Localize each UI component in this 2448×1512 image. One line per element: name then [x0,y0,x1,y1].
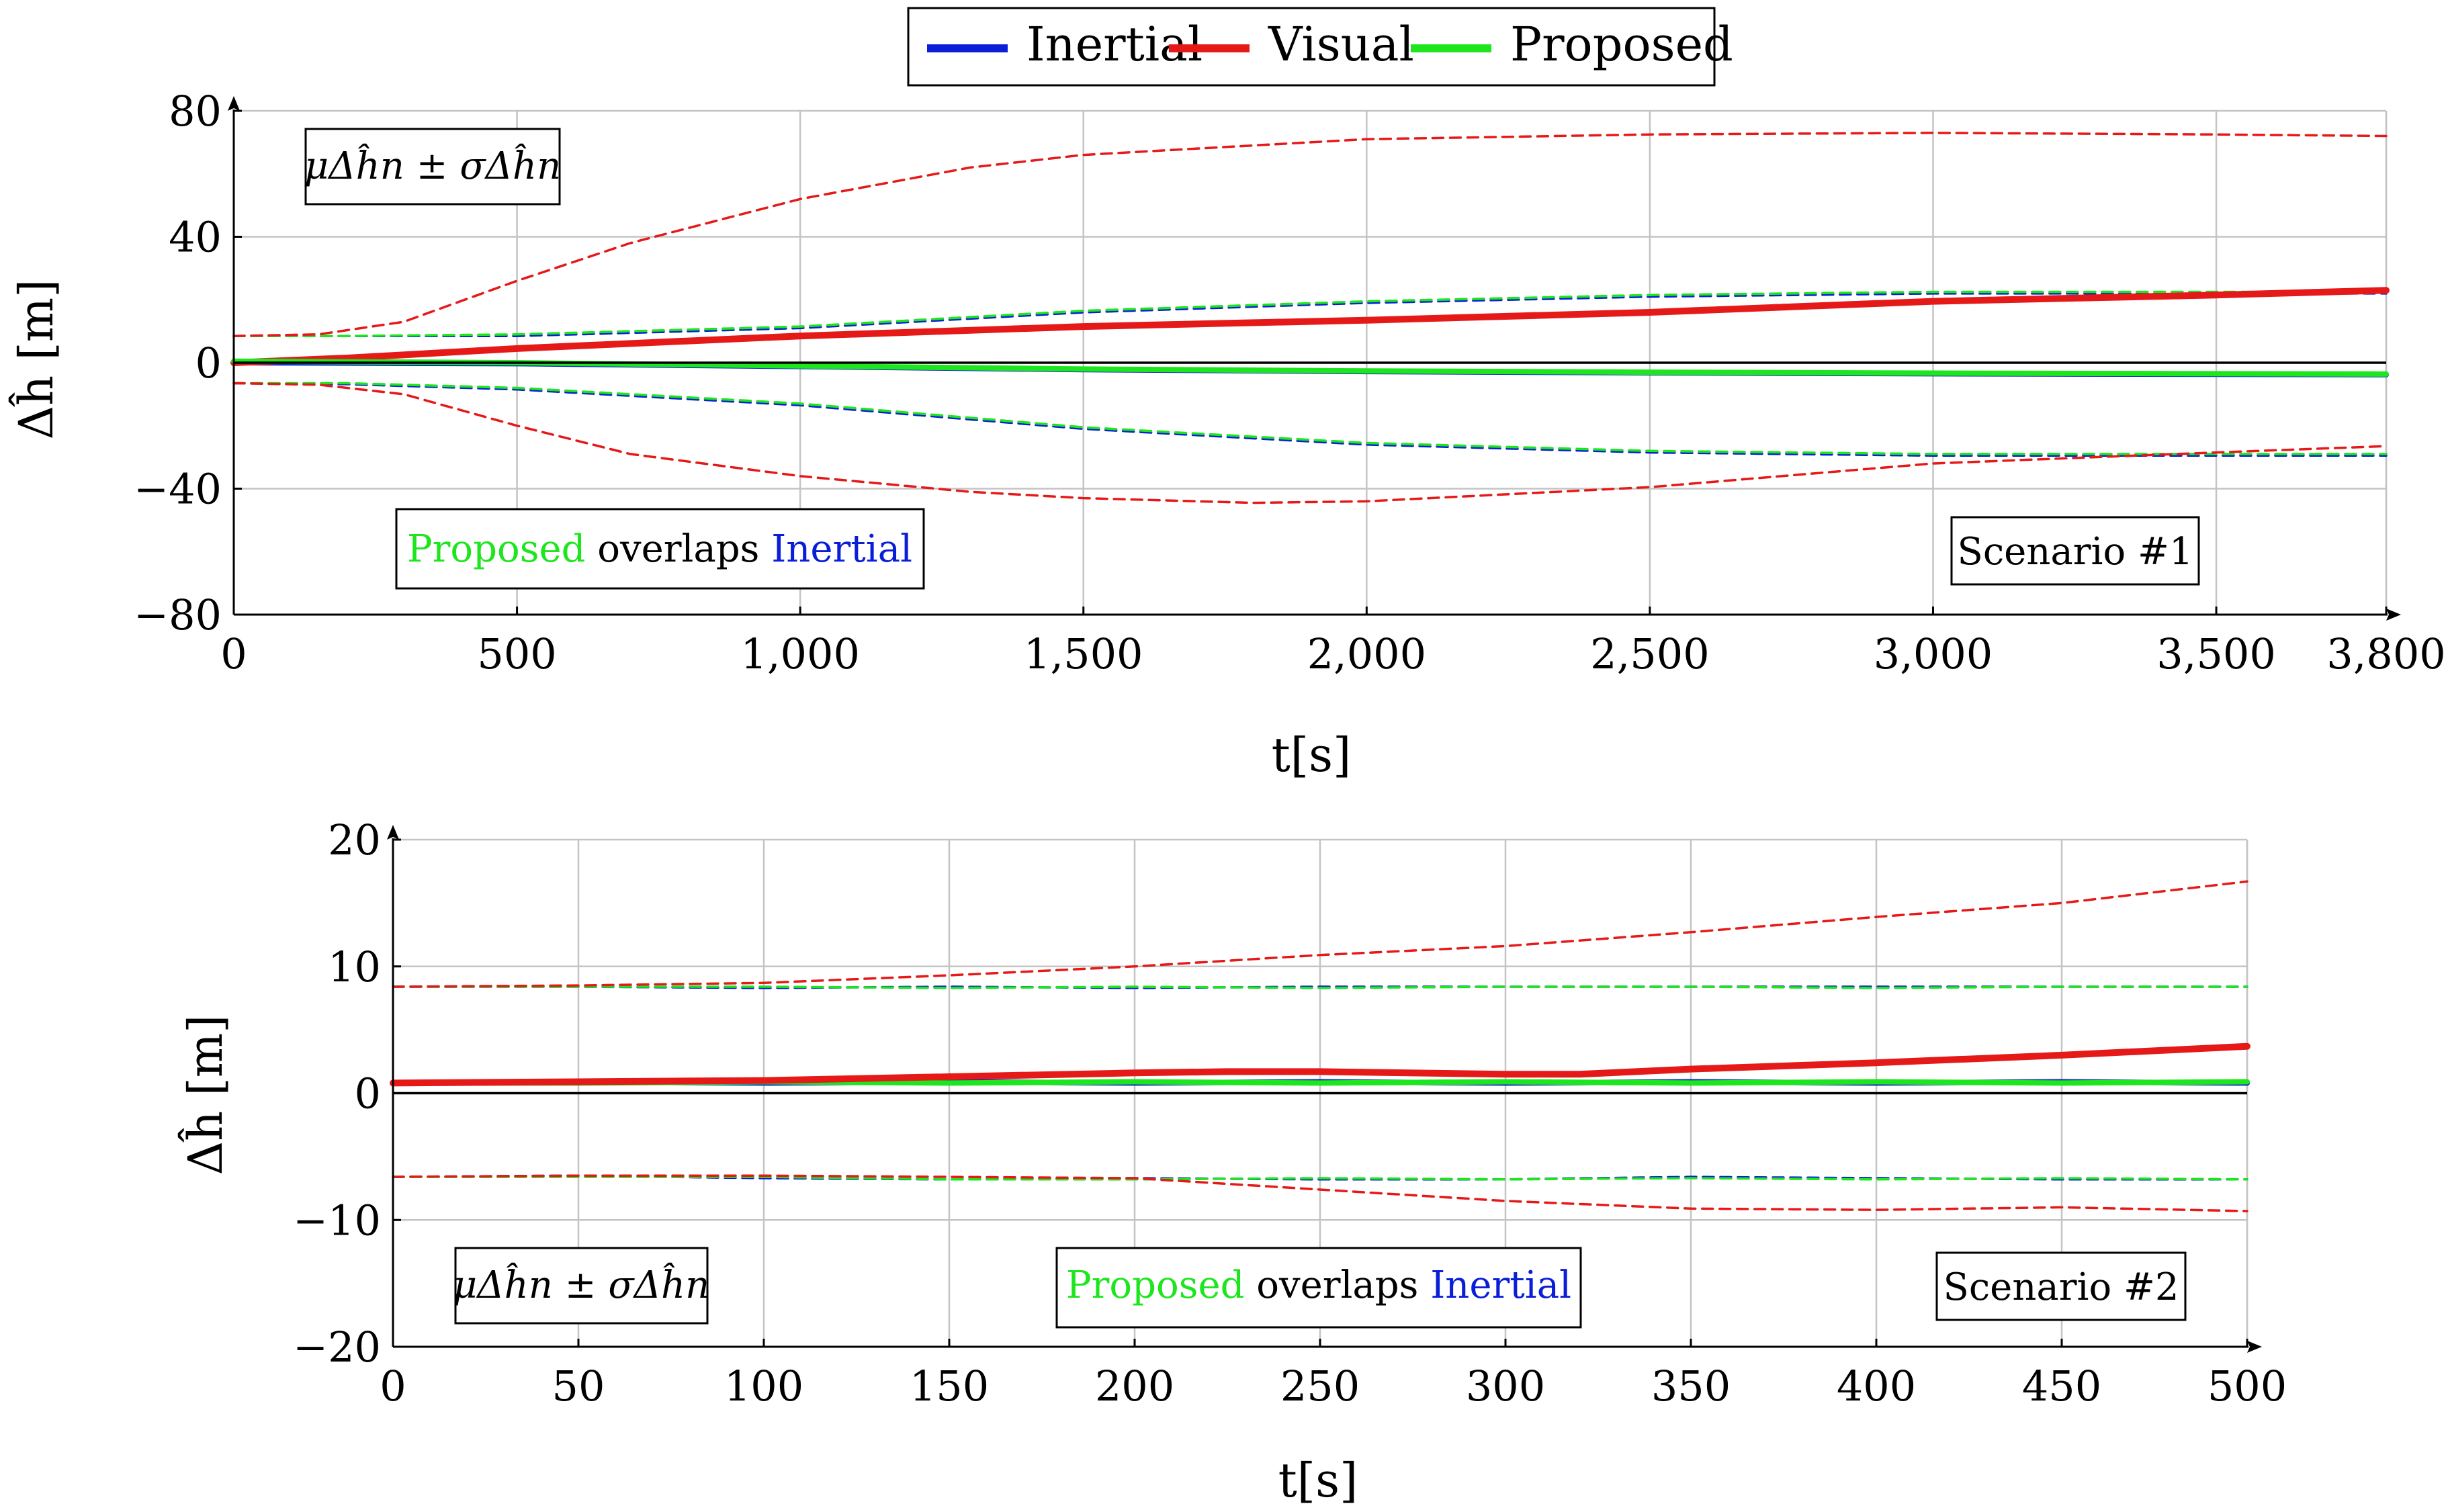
chart-scenario-2: 0 50 100 150 200 250 300 350 400 450 50020100−10−2… [178,815,2287,1508]
x-tick-label: 0 [380,1362,406,1411]
chart-2-series [390,880,2250,1212]
chart-1-scenario-label: Scenario #1 [1957,530,2193,574]
chart-2-stat-label-box [454,1247,709,1325]
x-tick-label: 400 [1837,1362,1916,1411]
series-visual-sigma-line [392,880,2248,988]
series-visual-mean-line [230,287,2390,366]
x-tick-label: 100 [724,1362,803,1411]
x-tick-label: 500 [477,629,556,678]
series-proposed-sigma-line [232,290,2388,337]
overlap-note-proposed: Proposed [407,527,585,571]
y-tick-label: −20 [293,1323,381,1372]
x-tick-label: 1,500 [1024,629,1143,678]
x-tick-label: 50 [552,1362,605,1411]
x-axis-arrow [2247,1341,2262,1353]
chart-2-x-axis-label: t[s] [1278,1453,1358,1508]
overlap-note-mid: overlaps [585,527,771,571]
legend-box [907,7,1716,87]
x-tick-label: 500 [2207,1362,2287,1411]
y-tick-label: −40 [134,465,222,514]
y-tick-label: 0 [195,339,222,388]
y-tick-label: 80 [169,87,222,136]
chart-2-tick-labels: 0 50 100 150 200 250 300 350 400 450 50020100−10−2… [293,815,2287,1411]
chart-1-scenario-box [1950,516,2200,586]
legend-label-proposed: Proposed [1510,17,1733,72]
y-axis-arrow [228,96,240,111]
series-proposed-sigma-line [232,382,2388,455]
overlap-note-mid: overlaps [1244,1263,1430,1307]
series-inertial-sigma-line [232,382,2388,457]
series-visual-sigma-line [232,382,2388,504]
x-tick-label: 250 [1280,1362,1360,1411]
x-tick-label: 300 [1466,1362,1545,1411]
series-visual-sigma-line [392,1174,2248,1212]
legend: Inertial Visual Proposed [907,7,1733,87]
overlap-note-inertial: Inertial [771,527,912,571]
x-tick-label: 0 [220,629,247,678]
x-tick-label: 3,500 [2156,629,2276,678]
y-tick-label: 10 [328,942,381,991]
y-tick-label: 20 [328,815,381,864]
y-tick-label: 0 [355,1069,381,1118]
x-tick-label: 3,000 [1874,629,1993,678]
overlap-note-inertial: Inertial [1430,1263,1571,1307]
series-proposed-sigma-line [392,1175,2248,1181]
chart-scenario-1: 0 500 1,000 1,500 2,000 2,500 3,000 3,500 3,800 8… [9,87,2446,783]
x-tick-label: 450 [2022,1362,2101,1411]
series-visual-sigma-line [232,132,2388,337]
chart-2-scenario-label: Scenario #2 [1943,1265,2179,1309]
chart-1-stat-label: μΔĥn ± σΔĥn [304,144,561,188]
chart-2-y-axis-label: Δĥ [m] [178,1015,233,1175]
chart-2-scenario-box [1935,1251,2187,1321]
chart-1-y-axis-label: Δĥ [m] [9,279,64,440]
chart-2-axes [387,825,2262,1353]
chart-1-axes [228,96,2401,621]
overlap-note-proposed: Proposed [1066,1263,1244,1307]
y-tick-label: 40 [169,213,222,262]
chart-2-stat-label: μΔĥn ± σΔĥn [453,1263,709,1307]
chart-1-tick-labels: 0 500 1,000 1,500 2,000 2,500 3,000 3,500 3,800 8… [134,87,2446,678]
y-tick-label: −10 [293,1196,381,1245]
x-tick-label: 1,000 [740,629,860,678]
chart-2-overlap-note: Proposed overlaps Inertial [1066,1263,1571,1307]
x-tick-label: 150 [910,1362,989,1411]
chart-1-x-axis-label: t[s] [1272,727,1352,783]
x-tick-label: 2,500 [1590,629,1710,678]
x-tick-label: 350 [1651,1362,1731,1411]
chart-1-stat-label-box [304,128,561,206]
y-axis-arrow [387,825,399,840]
chart-1-overlap-note: Proposed overlaps Inertial [407,527,912,571]
chart-2-overlap-note-box [1055,1247,1582,1329]
x-tick-label: 2,000 [1307,629,1427,678]
chart-1-overlap-note-box [395,508,925,590]
x-axis-arrow [2386,609,2401,621]
y-tick-label: −80 [134,590,222,639]
x-tick-label: 200 [1095,1362,1174,1411]
x-tick-label: 3,800 [2326,629,2446,678]
series-visual-mean-line [390,1042,2250,1087]
legend-label-visual: Visual [1268,17,1414,72]
series-proposed-sigma-line [392,985,2248,989]
